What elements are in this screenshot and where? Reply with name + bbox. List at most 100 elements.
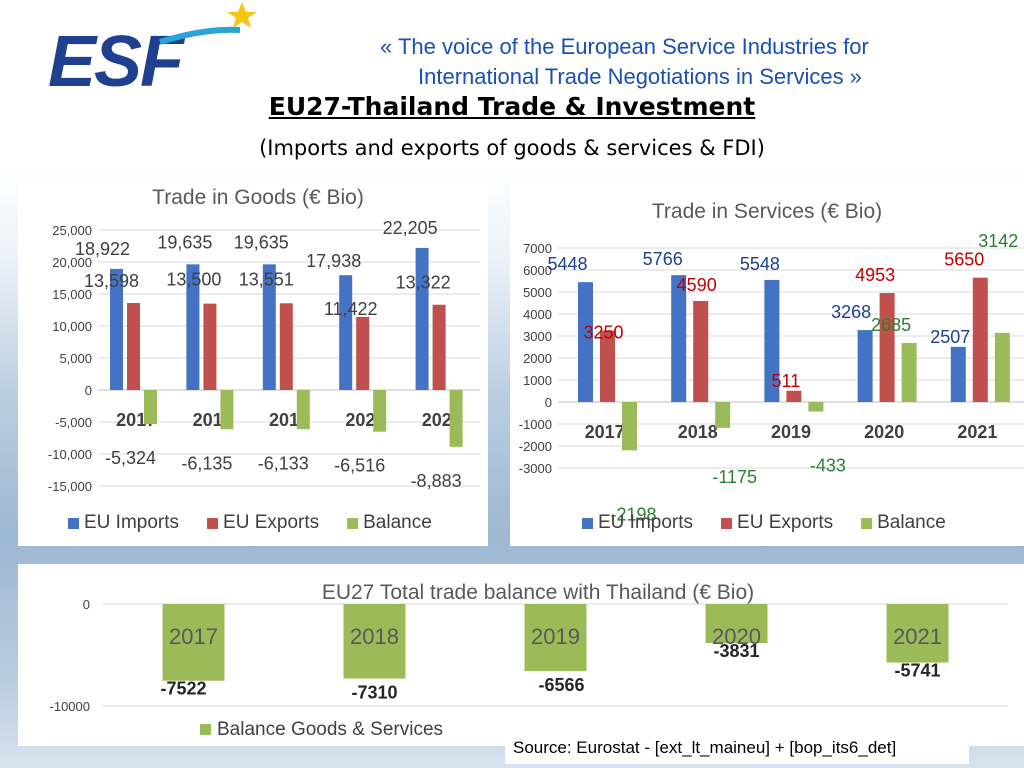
goods-chart: Trade in Goods (€ Bio) 25,000 20,000 15,000… xyxy=(48,186,480,533)
bar-balance-goods-services-2021 xyxy=(886,604,949,663)
bar-eu-imports-2019 xyxy=(262,264,276,390)
legend-swatch xyxy=(207,518,219,529)
bar-eu-imports-2018 xyxy=(671,275,687,402)
y-tick-label: 6000 xyxy=(523,263,552,278)
bar-eu-imports-2021 xyxy=(415,247,429,390)
services-chart-panel: Trade in Services (€ Bio) 7000 6000 5000 400… xyxy=(510,178,1024,546)
bar-eu-imports-2020 xyxy=(339,275,353,390)
y-tick-label: 1000 xyxy=(523,373,552,388)
tagline-line-1: « The voice of the European Service Indu… xyxy=(380,34,869,59)
data-label: -3831 xyxy=(713,641,759,661)
bar-eu-exports-2017 xyxy=(600,330,615,402)
data-label: 19,635 xyxy=(157,232,212,252)
chart-title: Trade in Services (€ Bio) xyxy=(652,200,882,223)
data-label: 5766 xyxy=(643,249,683,269)
bar-balance-2021 xyxy=(449,390,463,447)
bar-eu-imports-2020 xyxy=(857,330,873,402)
bar-eu-imports-2019 xyxy=(764,279,780,402)
x-category-label: 2019 xyxy=(771,422,811,442)
bar-balance-2017 xyxy=(144,390,157,425)
y-tick-label: 25,000 xyxy=(52,223,92,238)
x-category-label: 2018 xyxy=(350,624,399,649)
x-category-label: 2019 xyxy=(531,624,580,649)
bar-eu-exports-2018 xyxy=(693,301,709,402)
data-label: -8,883 xyxy=(411,471,462,491)
legend-label: EU Exports xyxy=(737,512,833,533)
total-balance-chart: EU27 Total trade balance with Thailand (… xyxy=(50,581,1008,740)
x-category-label: 2020 xyxy=(712,624,761,649)
legend-swatch xyxy=(861,518,873,529)
bar-balance-2017 xyxy=(622,402,637,451)
y-tick-label: -2000 xyxy=(519,439,552,454)
data-label: -2198 xyxy=(610,504,656,524)
legend-label: Balance Goods & Services xyxy=(217,719,443,740)
data-label: 22,205 xyxy=(383,218,438,238)
bar-balance-2021 xyxy=(994,332,1010,402)
bar-balance-2019 xyxy=(296,390,310,430)
bar-balance-goods-services-2017 xyxy=(162,604,225,681)
total-balance-chart-panel: EU27 Total trade balance with Thailand (… xyxy=(18,564,1024,746)
legend-swatch xyxy=(721,518,733,529)
data-label: -433 xyxy=(810,456,846,476)
legend-label: Balance xyxy=(877,512,946,533)
bar-eu-imports-2017 xyxy=(110,268,123,390)
data-label: -5,324 xyxy=(105,448,156,468)
y-tick-label: -10000 xyxy=(50,699,90,714)
data-label: 13,551 xyxy=(239,269,294,289)
svg-text:ESF: ESF xyxy=(48,22,186,100)
x-category-label: 2021 xyxy=(893,624,942,649)
data-label: 5650 xyxy=(944,250,984,270)
data-label: 18,922 xyxy=(75,239,130,259)
y-tick-label: 0 xyxy=(545,395,552,410)
y-tick-label: 20,000 xyxy=(52,255,92,270)
legend-swatch xyxy=(68,518,79,529)
bar-balance-goods-services-2018 xyxy=(343,604,406,679)
data-label: 3142 xyxy=(978,231,1018,251)
bar-eu-exports-2017 xyxy=(127,302,140,390)
y-tick-label: 5000 xyxy=(523,285,552,300)
goods-chart-panel: Trade in Goods (€ Bio) 25,000 20,000 15,000… xyxy=(18,178,488,546)
legend-swatch xyxy=(347,518,359,529)
esf-logo: ESF xyxy=(40,0,260,102)
data-label: -6,133 xyxy=(258,453,309,473)
bar-eu-imports-2017 xyxy=(578,282,593,402)
legend-label: EU Imports xyxy=(84,512,179,533)
bar-balance-goods-services-2019 xyxy=(524,604,587,671)
chart-title: Trade in Goods (€ Bio) xyxy=(152,186,364,209)
y-tick-label: 4000 xyxy=(523,307,552,322)
y-tick-label: 10,000 xyxy=(52,319,92,334)
x-category-label: 2017 xyxy=(169,624,218,649)
x-category-label: 2017 xyxy=(585,422,625,442)
bar-balance-2019 xyxy=(808,402,824,412)
legend-swatch xyxy=(582,518,593,529)
y-tick-label: -15,000 xyxy=(48,479,92,494)
chart-title: EU27 Total trade balance with Thailand (… xyxy=(322,581,754,604)
x-category-label: 2018 xyxy=(678,422,718,442)
y-tick-label: 15,000 xyxy=(52,287,92,302)
data-label: 11,422 xyxy=(324,299,378,319)
data-label: 5548 xyxy=(740,254,780,274)
bar-eu-exports-2020 xyxy=(356,316,370,390)
bar-balance-2020 xyxy=(901,342,917,402)
bar-eu-exports-2018 xyxy=(203,303,217,390)
bar-balance-goods-services-2020 xyxy=(705,604,768,644)
bar-eu-imports-2018 xyxy=(186,264,200,390)
bar-balance-2018 xyxy=(220,390,234,430)
legend-label: EU Imports xyxy=(598,512,693,533)
y-tick-label: 5,000 xyxy=(59,351,92,366)
y-tick-label: 2000 xyxy=(523,351,552,366)
source-note: Source: Eurostat - [ext_lt_maineu] + [bo… xyxy=(505,732,969,764)
legend-swatch xyxy=(200,724,211,735)
data-label: 4590 xyxy=(677,275,717,295)
y-tick-label: -5,000 xyxy=(55,415,92,430)
data-label: -7310 xyxy=(351,683,397,703)
y-tick-label: 3000 xyxy=(523,329,552,344)
tagline: « The voice of the European Service Indu… xyxy=(380,32,1000,92)
page-title: EU27-Thailand Trade & Investment xyxy=(268,92,756,121)
legend-label: Balance xyxy=(363,512,432,533)
bar-eu-exports-2021 xyxy=(432,304,446,390)
data-label: 13,322 xyxy=(396,273,451,293)
bar-balance-2020 xyxy=(373,390,387,432)
y-tick-label: 0 xyxy=(83,597,90,612)
data-label: 4953 xyxy=(855,265,895,285)
